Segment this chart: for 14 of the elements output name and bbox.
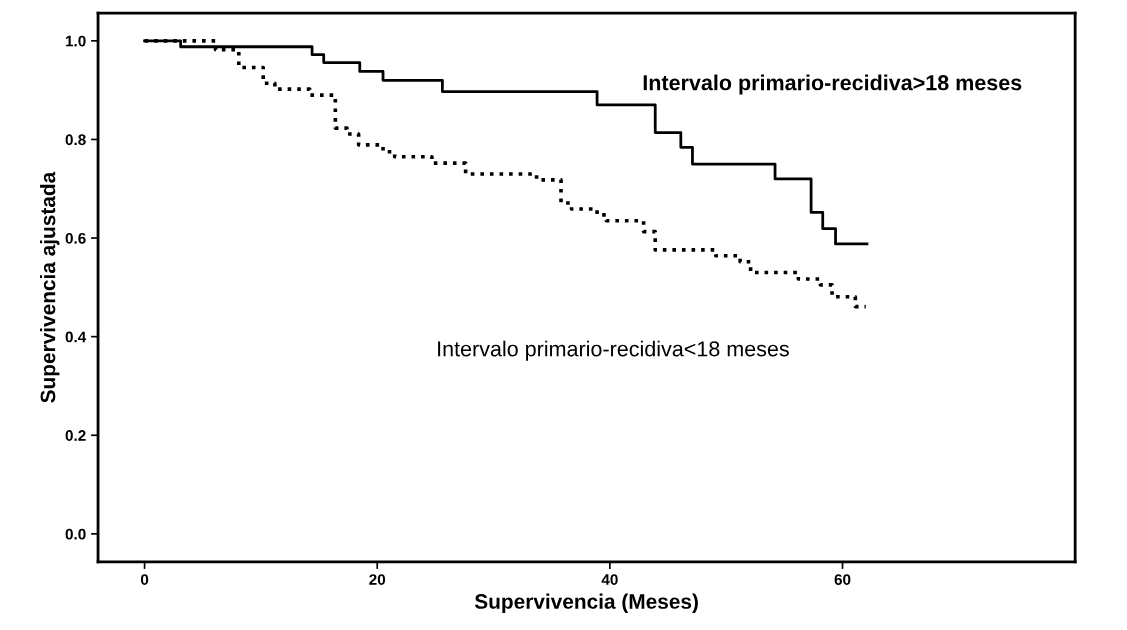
- y-tick-label: 0.4: [65, 331, 87, 343]
- y-tick-label: 1.0: [65, 35, 86, 47]
- y-tick-label: 0.6: [65, 232, 86, 244]
- y-tick-label: 0.0: [65, 528, 86, 540]
- y-tick-label: 0.8: [65, 134, 86, 146]
- x-tick-label: 60: [834, 574, 851, 585]
- y-axis-title: Supervivencia ajustada: [40, 171, 60, 403]
- y-tick-label: 0.2: [65, 430, 86, 441]
- x-axis-title: Supervivencia (Meses): [474, 593, 698, 613]
- text: Intervalo primario-recidiva<18 meses: [438, 340, 789, 361]
- series-label: Intervalo primario-recidiva>18 meses: [643, 74, 1022, 95]
- x-tick-label: 20: [369, 574, 386, 585]
- x-tick-label: 0: [140, 574, 149, 585]
- x-tick-label: 40: [601, 574, 618, 585]
